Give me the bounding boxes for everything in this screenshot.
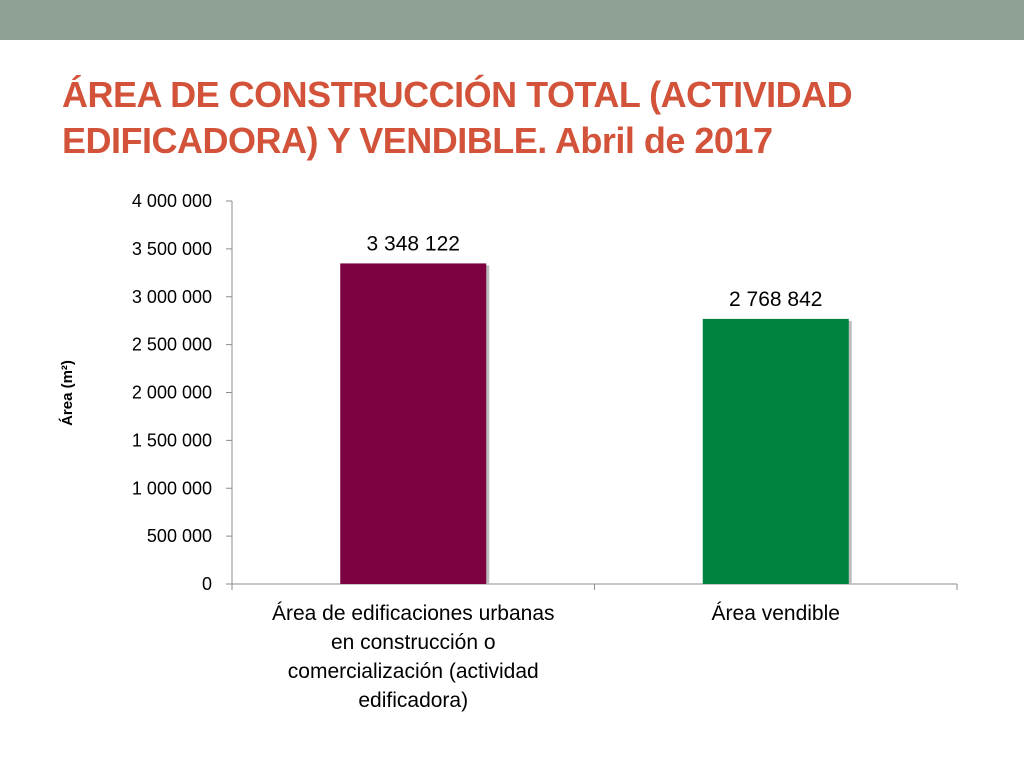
y-tick-label: 500 000 (147, 526, 212, 546)
y-tick-label: 2 500 000 (132, 335, 212, 355)
category-label: en construcción o (331, 631, 496, 654)
slide-title-line-2: EDIFICADORA) Y VENDIBLE. Abril de 2017 (62, 120, 773, 161)
slide-title-line-1: ÁREA DE CONSTRUCCIÓN TOTAL (ACTIVIDAD (62, 74, 853, 115)
y-tick-label: 4 000 000 (132, 191, 212, 211)
top-band (0, 0, 1024, 40)
bar (702, 318, 849, 584)
bar (340, 263, 487, 584)
slide-title: ÁREA DE CONSTRUCCIÓN TOTAL (ACTIVIDAD ED… (62, 72, 962, 164)
category-label: edificadora) (358, 689, 468, 712)
y-tick-label: 2 000 000 (132, 383, 212, 403)
category-label: comercialización (actividad (288, 660, 539, 683)
y-tick-label: 0 (202, 574, 212, 594)
data-label: 3 348 122 (367, 232, 460, 255)
data-label: 2 768 842 (729, 288, 822, 311)
y-tick-label: 3 500 000 (132, 239, 212, 259)
y-tick-label: 3 000 000 (132, 287, 212, 307)
y-axis-label: Área (m²) (59, 360, 76, 426)
category-label: Área vendible (712, 602, 840, 625)
y-tick-label: 1 000 000 (132, 478, 212, 498)
y-tick-label: 1 500 000 (132, 430, 212, 450)
category-label: Área de edificaciones urbanas (272, 602, 555, 625)
